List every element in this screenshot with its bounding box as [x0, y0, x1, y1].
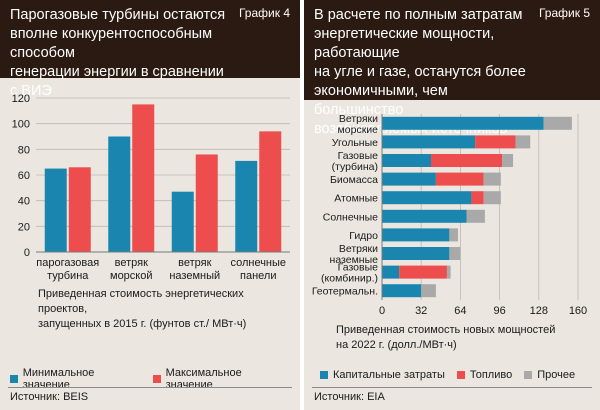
right-bar-segment: [382, 247, 450, 260]
right-bar-segment: [382, 284, 422, 298]
right-legend-swatch: [320, 371, 328, 379]
left-bar: [68, 167, 91, 252]
right-legend-label: Капитальные затраты: [333, 369, 445, 381]
right-bar-segment: [431, 154, 503, 167]
left-bar: [132, 104, 155, 253]
right-legend-swatch: [524, 371, 533, 379]
right-bar-segment: [382, 135, 476, 149]
left-y-tick-label: 20: [18, 221, 30, 233]
left-legend-label: Максимальное значение: [165, 367, 242, 391]
right-chart-number: График 5: [538, 6, 590, 20]
right-y-tick-label: Ветряки наземные: [330, 243, 379, 266]
right-legend-item: Прочее: [524, 369, 575, 381]
right-y-tick-label: Угольные: [332, 137, 378, 149]
left-legend: Минимальное значение Максимальное значени…: [10, 367, 300, 391]
right-x-tick-label: 96: [493, 305, 505, 317]
left-y-tick-label: 100: [12, 119, 30, 131]
right-bar-segment: [382, 172, 436, 186]
right-bar-segment: [382, 209, 467, 223]
left-chart-panel: Парогазовые турбины остаются вполне конк…: [0, 0, 300, 410]
left-legend-label: Минимальное значение: [22, 367, 95, 391]
right-bar-segment: [382, 191, 472, 205]
left-bar-chart: 0 20 40 60 80 100 120 парогазовая турбина ветряк м…: [12, 93, 290, 282]
left-chart-header: Парогазовые турбины остаются вполне конк…: [0, 0, 300, 99]
left-y-tick-label: 80: [18, 144, 30, 156]
left-source: Источник: BEIS: [10, 391, 89, 403]
right-bar-segment: [483, 191, 501, 205]
right-y-tick-label: Газовые (турбина): [332, 150, 379, 173]
right-bar-segment: [382, 154, 431, 167]
right-y-tick-label: Биомасса: [330, 174, 378, 186]
left-axis-caption: Приведенная стоимость энергетических про…: [38, 288, 247, 330]
left-legend-swatch: [152, 375, 161, 383]
left-chart-title: Парогазовые турбины остаются вполне конк…: [10, 7, 226, 99]
right-chart-header: В расчете по полным затратам энергетичес…: [304, 0, 600, 137]
right-bar-segment: [449, 247, 461, 260]
left-chart-number: График 4: [238, 6, 290, 20]
right-bar-segment: [475, 135, 516, 149]
right-legend-item: Капитальные затраты: [320, 369, 445, 381]
left-x-tick-label: солнечные панели: [230, 257, 286, 282]
right-bar-segment: [435, 172, 484, 186]
right-bar-segment: [515, 135, 531, 149]
left-x-tick-label: ветряк морской: [110, 257, 153, 282]
right-bar-segment: [466, 209, 485, 223]
right-bar-segment: [446, 265, 451, 279]
right-divider: [312, 387, 592, 388]
right-y-tick-label: Гидро: [349, 230, 378, 242]
left-y-tick-label: 120: [12, 93, 30, 105]
right-y-tick-label: Солнечные: [323, 211, 378, 223]
right-x-tick-label: 128: [530, 305, 548, 317]
left-divider: [8, 387, 292, 388]
right-legend-label: Топливо: [469, 369, 513, 381]
left-bar: [108, 136, 131, 252]
right-y-tick-label: Геотермальн.: [312, 286, 378, 298]
left-bar: [44, 168, 67, 252]
right-legend-swatch: [456, 371, 465, 379]
right-x-tick-label: 0: [379, 305, 385, 317]
right-bar-segment: [449, 228, 458, 242]
left-x-tick-label: парогазовая турбина: [36, 257, 99, 282]
right-source: Источник: EIA: [314, 391, 385, 403]
left-legend-item: Минимальное значение: [10, 367, 141, 391]
right-bar-segment: [382, 228, 450, 242]
right-legend: Капитальные затраты Топливо Прочее: [320, 369, 587, 381]
left-bar: [259, 131, 282, 252]
right-bar-segment: [382, 265, 400, 279]
left-bar: [171, 191, 194, 252]
right-legend-item: Топливо: [456, 369, 513, 381]
right-legend-label: Прочее: [537, 369, 576, 381]
left-y-tick-label: 60: [18, 170, 30, 182]
right-bar-segment: [471, 191, 484, 205]
right-x-tick-label: 160: [569, 305, 587, 317]
left-y-tick-label: 40: [18, 196, 30, 208]
left-bar: [195, 154, 218, 252]
right-bar-segment: [421, 284, 436, 298]
right-y-tick-label: Атомные: [334, 193, 378, 205]
left-x-tick-label: ветряк наземный: [169, 257, 220, 282]
right-y-tick-label: Газовые (комбинир.): [321, 262, 378, 285]
left-bar: [235, 160, 258, 252]
left-legend-swatch: [10, 375, 18, 383]
left-legend-item: Максимальное значение: [152, 367, 288, 391]
right-bar-segment: [382, 116, 544, 130]
right-bar-segment: [399, 265, 447, 279]
right-bar-segment: [502, 154, 514, 167]
left-y-tick-label: 0: [24, 247, 30, 259]
right-y-tick-label: Ветряки морские: [338, 113, 379, 136]
right-bar-segment: [483, 172, 501, 186]
right-x-tick-label: 32: [415, 305, 427, 317]
right-x-tick-label: 64: [454, 305, 466, 317]
right-bar-segment: [543, 116, 572, 130]
right-chart-panel: В расчете по полным затратам энергетичес…: [304, 0, 600, 410]
right-axis-caption: Приведенная стоимость новых мощностей на…: [336, 324, 556, 351]
